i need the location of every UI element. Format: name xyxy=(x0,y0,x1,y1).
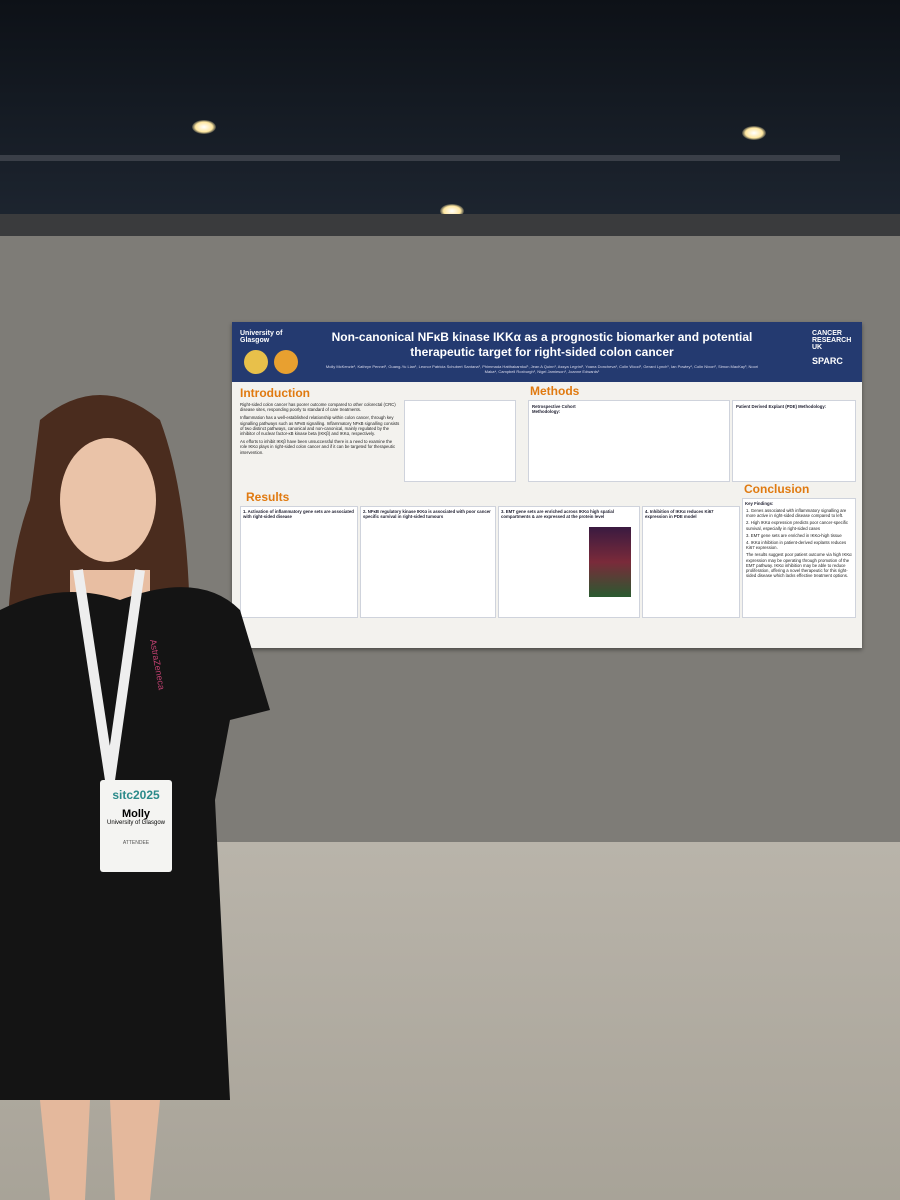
finding: 3. EMT gene sets are enriched in IKKα-hi… xyxy=(746,532,842,538)
badge-name: Molly xyxy=(121,808,151,820)
face xyxy=(60,438,156,562)
logo-text: CANCER RESEARCH UK xyxy=(812,330,852,351)
logo-text: University of Glasgow xyxy=(240,330,283,344)
method-box: Retrospective Cohort Methodology: xyxy=(528,400,730,482)
ceiling xyxy=(0,0,900,222)
section-heading: Methods xyxy=(530,384,580,398)
result-panel: 2. NFκB regulatory kinase IKKα is associ… xyxy=(360,506,496,618)
logo-text: SPARC xyxy=(812,356,843,366)
panel-title: 3. EMT gene sets are enriched across IKK… xyxy=(501,509,614,519)
result-panel: 3. EMT gene sets are enriched across IKK… xyxy=(498,506,640,618)
key-findings-label: Key Findings: xyxy=(745,501,774,506)
neck xyxy=(70,570,150,600)
panel-title: 2. NFκB regulatory kinase IKKα is associ… xyxy=(363,509,491,519)
legs xyxy=(40,1100,160,1200)
badge: sitc2025 Molly University of Glasgow ATT… xyxy=(100,780,172,872)
badge-event: sitc2025 xyxy=(112,788,160,802)
method-label: Patient Derived Explant (PDE) Methodolog… xyxy=(736,404,827,409)
paragraph: Inflammation has a well-established rela… xyxy=(240,415,400,437)
panel-title: 4. Inhibition of IKKα reduces Ki67 expre… xyxy=(645,509,714,519)
method-label: Retrospective Cohort Methodology: xyxy=(532,404,576,414)
result-panel: 4. Inhibition of IKKα reduces Ki67 expre… xyxy=(642,506,740,618)
summary: The results suggest poor patient outcome… xyxy=(746,552,852,579)
conclusion-box: Key Findings: 1. Genes associated with i… xyxy=(742,498,856,618)
badge-role: ATTENDEE xyxy=(122,840,150,846)
truss xyxy=(0,155,840,161)
logo-seal xyxy=(274,350,298,374)
paragraph: Right-sided colon cancer has poorer outc… xyxy=(240,402,396,413)
intro-text: Right-sided colon cancer has poorer outc… xyxy=(240,402,400,455)
section-heading: Conclusion xyxy=(744,482,810,496)
logo-seal xyxy=(244,350,268,374)
ceiling-light xyxy=(742,126,766,140)
poster-title: Non-canonical NFκB kinase IKKα as a prog… xyxy=(331,330,753,359)
result-panel: 1. Activation of inflammatory gene sets … xyxy=(240,506,358,618)
micrograph xyxy=(589,527,631,597)
panel-title: 1. Activation of inflammatory gene sets … xyxy=(243,509,354,519)
section-heading: Introduction xyxy=(240,386,310,400)
method-box: Patient Derived Explant (PDE) Methodolog… xyxy=(732,400,856,482)
badge-affiliation: University of Glasgow xyxy=(106,820,166,826)
ceiling-light xyxy=(192,120,216,134)
figure xyxy=(404,400,516,482)
poster: University of Glasgow Non-canonical NFκB… xyxy=(232,322,862,648)
section-heading: Results xyxy=(246,490,290,504)
poster-authors: Molly McKenzie¹, Kathryn Pennel¹, Guang-… xyxy=(325,364,759,374)
finding: 2. High IKKα expression predicts poor ca… xyxy=(746,520,849,531)
finding: 4. IKKα inhibition in patient-derived ex… xyxy=(746,540,847,551)
finding: 1. Genes associated with inflammatory si… xyxy=(746,508,847,519)
paragraph: As efforts to inhibit IKKβ have been uns… xyxy=(240,439,396,455)
poster-header: University of Glasgow Non-canonical NFκB… xyxy=(232,322,862,382)
wall-frame xyxy=(0,214,900,236)
